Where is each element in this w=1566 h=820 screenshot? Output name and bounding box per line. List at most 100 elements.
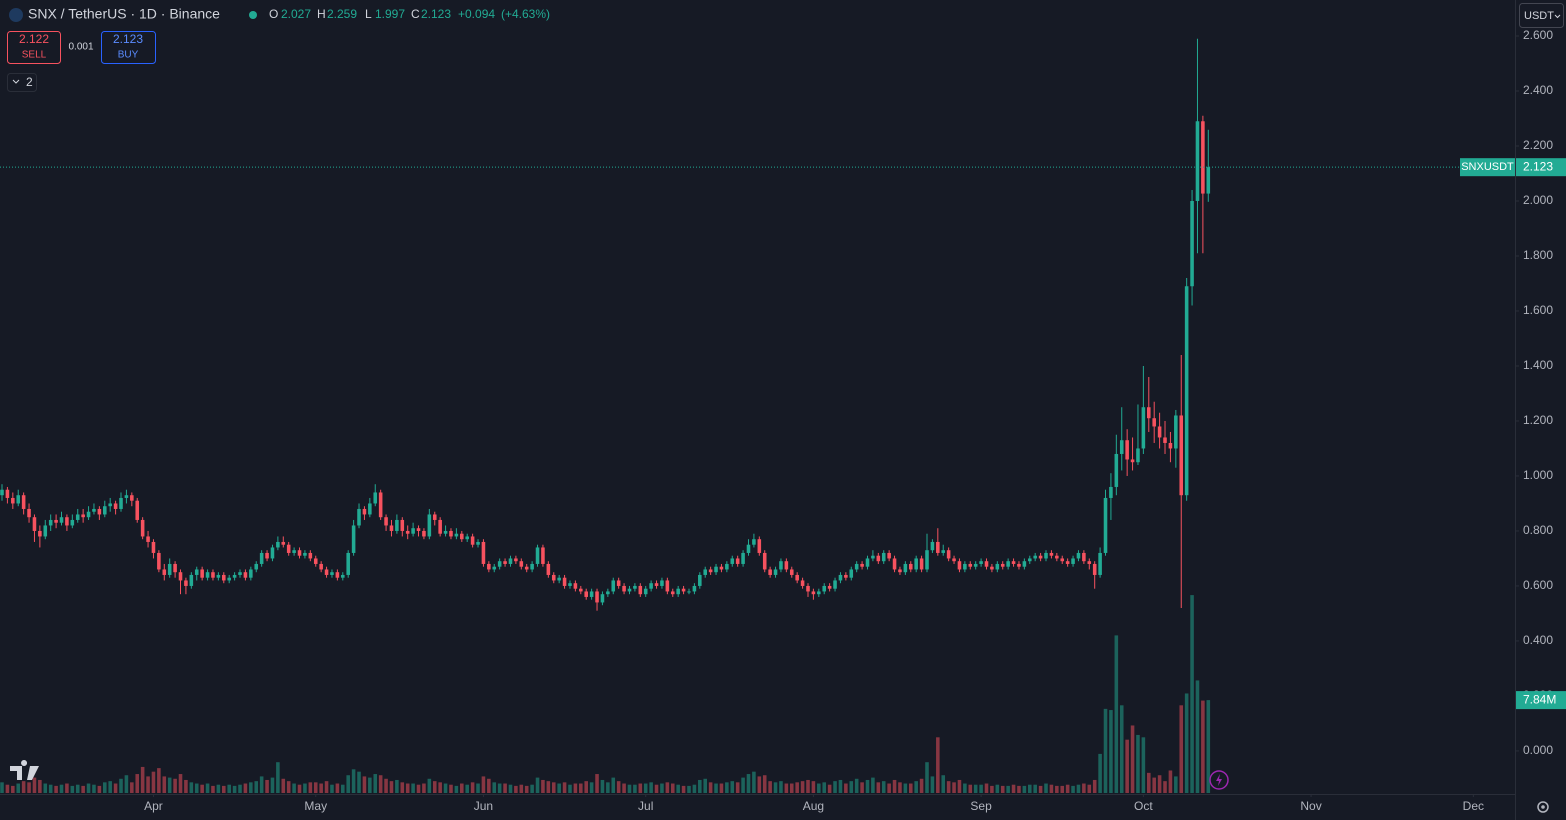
candle-body [789,569,794,575]
candle-body [108,503,112,507]
candle-body [503,561,507,564]
y-tick-label: 1.800 [1523,248,1553,262]
spread: 0.001 [68,42,93,53]
candle-body [827,585,832,589]
buy-button[interactable]: 2.123 BUY [101,31,156,64]
candle-body [184,580,188,586]
volume-bar [741,777,745,793]
price-tag-bg [1516,158,1566,177]
candle-body [557,577,561,581]
volume-bar [1065,784,1070,793]
legend-label: L [365,7,372,21]
candle-body [194,569,199,575]
volume-bar [1195,680,1200,793]
candle-body [919,558,924,570]
candle-body [535,547,540,564]
market-status[interactable] [249,11,257,19]
candle-body [1071,558,1075,564]
volume-bar [908,783,913,793]
volume-bar [43,783,48,793]
candle-body [113,503,118,509]
currency-button[interactable]: USDT [1519,3,1564,28]
indicators-toggle[interactable]: 2 [7,73,37,92]
candle-body [768,569,772,575]
candle-body [432,514,437,520]
candle-body [773,569,778,575]
candle-body [16,495,21,504]
volume-bar [611,777,616,793]
price-tag-bg [1460,158,1515,177]
candle-body [341,574,345,578]
volume-bar [184,779,188,793]
volume-bar [854,778,859,793]
volume-bar [432,781,437,793]
candle-body [438,519,442,534]
volume-bar [676,784,680,793]
volume-bar [270,777,275,793]
candle-body [21,495,26,509]
volume-bar [281,778,286,793]
volume-bar [1114,635,1119,793]
volume-bar [1152,777,1156,793]
volume-bar [503,783,507,793]
volume-bar [341,784,345,793]
volume-bar [1119,705,1124,793]
volume-bar [438,782,442,793]
candle-body [65,517,69,526]
volume-bar [227,784,231,793]
candle-body [32,517,37,531]
candle-body [676,588,680,595]
x-tick-label: Apr [144,799,163,813]
volume-bar [984,783,989,793]
sell-box[interactable] [7,31,61,64]
tradingview-logo[interactable] [10,760,39,780]
y-tick-label: 2.000 [1523,193,1553,207]
candle-body [92,508,96,512]
volume-bar [557,783,561,793]
candle-body [487,563,491,570]
volume-bar [1011,784,1016,793]
volume-bar [1044,783,1048,793]
volume-bar [130,782,134,793]
buy-box[interactable] [101,31,156,64]
candle-body [11,497,15,504]
candle-body [357,508,361,526]
volume-bar [665,782,670,793]
volume-bar [1006,785,1010,793]
volume-bar [286,781,291,793]
candle-body [1152,418,1156,427]
candle-body [541,547,545,564]
volume-bar [249,782,253,793]
plot-area [0,38,1211,793]
legend-label: H [317,7,326,21]
volume-bar [773,782,778,793]
candle-body [741,552,745,564]
volume-bar [957,779,962,793]
candle-body [1022,561,1027,567]
candle-body [1163,437,1167,443]
volume-bar [616,781,621,793]
candle-body [75,514,80,520]
candle-body [800,580,805,586]
currency-box[interactable] [1519,3,1564,28]
legend-label: O [269,7,278,21]
x-tick-label: May [304,799,327,813]
volume-bar [443,783,448,793]
volume-bar [211,785,215,793]
alert-icon[interactable] [1209,770,1229,790]
volume-bar [384,778,388,793]
candle-body [806,585,810,592]
candle-body [654,583,659,586]
candle-body [719,566,724,570]
candle-body [243,572,248,578]
volume-bar [487,778,491,793]
volume-bar [368,777,372,793]
volume-bar [362,776,367,793]
candle-body [384,517,388,526]
settings-button[interactable] [1537,801,1549,813]
volume-bar [871,777,875,793]
symbol-title[interactable]: SNX / TetherUS · 1D · Binance [28,6,220,22]
sell-button[interactable]: 2.122 SELL [7,31,61,64]
indicators-box[interactable] [7,73,37,92]
candle-body [281,541,286,545]
